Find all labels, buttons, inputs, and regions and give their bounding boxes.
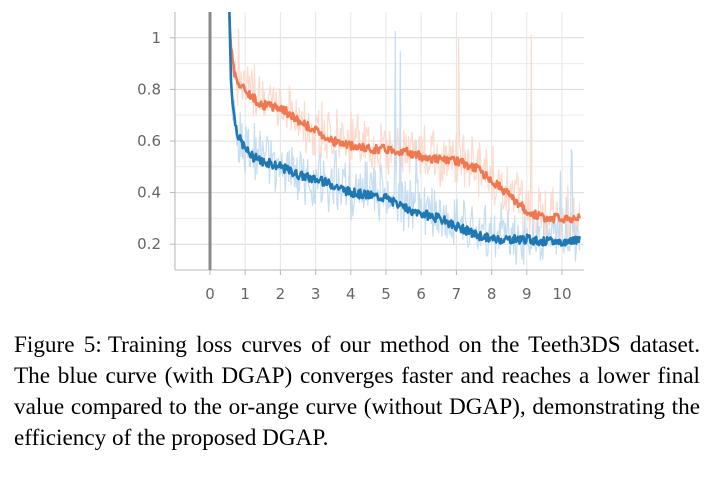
y-tick-label-0.2: 0.2 (137, 235, 161, 253)
y-tick-label-0.4: 0.4 (137, 184, 161, 202)
x-tick-label-0: 0 (205, 285, 215, 303)
smoothed-loss-curves (228, 11, 581, 247)
y-axis-tick-labels: 0.2 0.4 0.6 0.8 1 (137, 29, 161, 253)
x-tick-label-5: 5 (381, 285, 391, 303)
raw-trace-with-dgap (228, 11, 581, 265)
figure-label: Figure 5: (14, 332, 102, 358)
x-tick-label-7: 7 (452, 285, 462, 303)
y-tick-label-1: 1 (151, 29, 161, 47)
figure-caption: Figure 5: Training loss curves of our met… (14, 330, 700, 454)
training-loss-chart: 0.2 0.4 0.6 0.8 1 0 1 2 3 4 5 6 7 8 9 10 (137, 11, 584, 303)
x-axis-tick-labels: 0 1 2 3 4 5 6 7 8 9 10 (205, 285, 571, 303)
x-tick-label-3: 3 (311, 285, 321, 303)
x-tick-label-1: 1 (240, 285, 250, 303)
x-tick-label-4: 4 (346, 285, 356, 303)
x-tick-label-10: 10 (552, 285, 571, 303)
loss-curve-without-dgap (228, 15, 581, 224)
axes (170, 12, 584, 275)
caption-text: Training loss curves of our method on th… (14, 332, 700, 451)
x-tick-label-8: 8 (487, 285, 497, 303)
loss-curve-with-dgap (228, 11, 581, 247)
y-tick-label-0.6: 0.6 (137, 132, 161, 150)
x-tick-label-2: 2 (276, 285, 286, 303)
x-tick-label-9: 9 (522, 285, 532, 303)
y-tick-label-0.8: 0.8 (137, 80, 161, 98)
x-tick-label-6: 6 (416, 285, 426, 303)
